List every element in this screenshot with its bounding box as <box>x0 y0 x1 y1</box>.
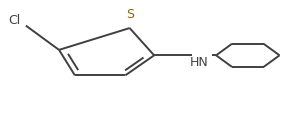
Text: HN: HN <box>189 56 208 68</box>
Text: S: S <box>126 8 134 21</box>
Text: Cl: Cl <box>8 14 20 27</box>
